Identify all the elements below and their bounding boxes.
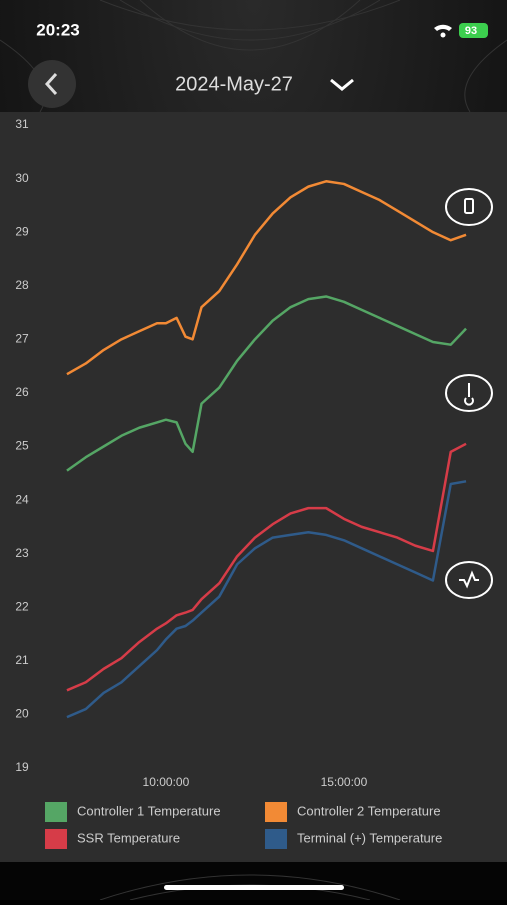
legend-swatch [45,802,67,822]
y-tick-label: 20 [15,707,29,721]
legend-label: Terminal (+) Temperature [297,830,442,845]
x-tick-label: 10:00:00 [143,775,190,789]
side-buttons [445,188,493,599]
legend-label: Controller 1 Temperature [77,803,221,818]
legend-label: Controller 2 Temperature [297,803,441,818]
pulse-glyph [459,570,479,589]
series-line [66,180,467,376]
y-tick-label: 24 [15,492,29,506]
chart-panel [0,112,507,862]
signal-button[interactable] [445,561,493,599]
battery-glyph [464,198,474,214]
date-title[interactable]: 2024-May-27 [175,73,293,95]
battery-icon [459,23,488,38]
thermo-glyph [464,383,474,406]
y-tick-label: 30 [15,171,29,185]
y-tick-label: 27 [15,332,29,346]
legend-label: SSR Temperature [77,830,180,845]
back-arrow [44,72,58,96]
y-tick-label: 22 [15,599,29,613]
y-tick-label: 29 [15,224,29,238]
series-line [66,295,467,472]
legend-swatch [265,829,287,849]
status-time: 20:23 [36,20,79,39]
legend-swatch [265,802,287,822]
y-tick-label: 23 [15,546,29,560]
home-indicator [164,885,344,890]
series-line [66,442,467,692]
y-tick-label: 26 [15,385,29,399]
battery-button[interactable] [445,188,493,226]
date-dropdown[interactable] [330,78,354,91]
y-tick-label: 19 [15,760,29,774]
series-line [66,480,467,719]
back-button[interactable] [28,60,76,108]
x-tick-label: 15:00:00 [321,775,368,789]
plot: 19 20 21 22 23 24 25 26 27 28 29 30 31 10:00:00 15:00:… [15,117,467,789]
y-tick-label: 25 [15,439,29,453]
wifi-icon [434,24,452,38]
y-tick-label: 28 [15,278,29,292]
battery-level: 93 [465,25,477,37]
y-tick-label: 31 [15,117,29,131]
legend-swatch [45,829,67,849]
temperature-button[interactable] [445,374,493,412]
y-tick-label: 21 [15,653,29,667]
